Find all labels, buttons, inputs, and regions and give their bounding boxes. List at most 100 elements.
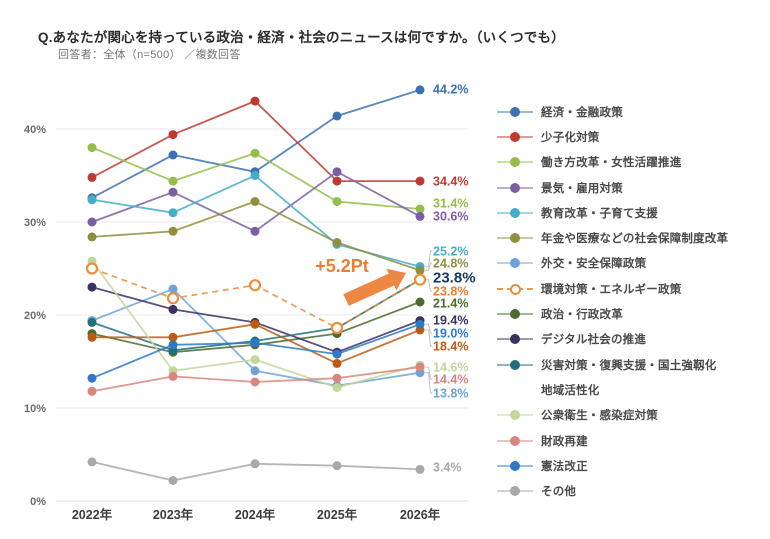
- label-leader-line: [425, 329, 432, 347]
- legend-label: 教育改革・子育て支援: [541, 207, 658, 220]
- data-point: [87, 232, 97, 242]
- data-point-open: [248, 279, 262, 292]
- series-end-value-label: 31.4%: [433, 197, 468, 211]
- data-point: [250, 148, 260, 158]
- data-point: [87, 317, 97, 327]
- data-point-open: [85, 262, 99, 275]
- data-point: [250, 197, 260, 206]
- series-end-value-label: 23.8%: [433, 285, 468, 299]
- series-end-value-label: 21.4%: [433, 297, 468, 311]
- data-point: [168, 332, 178, 342]
- label-leader-line: [425, 279, 432, 292]
- data-point: [168, 187, 178, 197]
- data-point: [332, 176, 342, 186]
- data-point: [250, 226, 260, 236]
- data-point: [168, 304, 178, 314]
- legend-label: 働き方改革・女性活躍推進: [541, 157, 682, 170]
- data-point: [415, 265, 425, 275]
- data-point: [168, 208, 178, 218]
- data-point: [87, 457, 97, 467]
- series-end-value-label: 3.4%: [433, 461, 462, 475]
- data-point: [332, 461, 342, 471]
- legend-item: 地域活性化: [497, 377, 769, 402]
- label-leader-line: [425, 262, 432, 271]
- series-end-value-label: 19.0%: [433, 327, 468, 341]
- legend-label: 憲法改正: [541, 460, 588, 473]
- legend-line-dot-marker-icon: [497, 131, 533, 142]
- series-line: [91, 200, 421, 272]
- chart-legend: 経済・金融政策 少子化対策 働き方改革・女性活躍推進 景気・雇用対策 教育改革・子育て支…: [497, 99, 769, 504]
- data-point: [250, 366, 260, 376]
- data-point: [332, 238, 342, 247]
- data-point: [87, 332, 97, 342]
- legend-item: デジタル社会の推進: [497, 327, 769, 352]
- y-axis-tick-label: 0%: [30, 496, 46, 508]
- legend-item: 環境対策・エネルギー政策: [497, 276, 769, 301]
- data-point: [332, 167, 342, 177]
- data-point-open: [166, 292, 180, 305]
- legend-line-dot-marker-icon: [497, 106, 533, 117]
- annotation-text: +5.2Pt: [315, 256, 369, 276]
- legend-label: 環境対策・エネルギー政策: [541, 283, 682, 296]
- data-point: [332, 358, 342, 368]
- data-point: [415, 85, 425, 95]
- legend-label: 外交・安全保障政策: [541, 258, 647, 271]
- data-point: [87, 195, 97, 205]
- x-axis-tick-label: 2024年: [235, 507, 276, 522]
- legend-item: 景気・雇用対策: [497, 175, 769, 200]
- data-point: [415, 362, 425, 372]
- legend-line-dot-marker-icon: [497, 359, 533, 370]
- data-point: [415, 211, 425, 221]
- legend-item: 災害対策・復興支援・国土強靱化: [497, 352, 769, 377]
- data-point: [168, 176, 178, 186]
- series-end-value-label: 14.6%: [433, 361, 468, 375]
- legend-item: 年金や医療などの社会保障制度改革: [497, 225, 769, 250]
- legend-label: デジタル社会の推進: [541, 334, 647, 347]
- data-point: [87, 386, 97, 396]
- chart-subtitle: 回答者：全体（n=500） ／複数回答: [58, 49, 241, 61]
- data-point: [250, 171, 260, 180]
- legend-label: 地域活性化: [541, 384, 600, 397]
- legend-line-dot-marker-icon: [497, 258, 533, 269]
- label-leader-line: [425, 372, 432, 394]
- y-axis-tick-label: 10%: [24, 403, 46, 415]
- legend-item: 公衆衛生・感染症対策: [497, 403, 769, 428]
- legend-label: 政治・行政改革: [541, 309, 623, 322]
- legend-label: その他: [541, 486, 577, 499]
- legend-line-dot-marker-icon: [497, 233, 533, 244]
- data-point: [168, 371, 178, 381]
- series-end-value-label: 25.2%: [433, 245, 468, 259]
- legend-label: 災害対策・復興支援・国土強靱化: [541, 359, 717, 372]
- data-point: [87, 143, 97, 153]
- series-end-value-label: 14.4%: [433, 373, 468, 387]
- data-point: [250, 338, 260, 348]
- data-point: [415, 176, 425, 186]
- data-point: [168, 340, 178, 350]
- legend-line-dot-marker-icon: [497, 486, 533, 497]
- legend-item: 外交・安全保障政策: [497, 251, 769, 276]
- series-end-value-label: 30.6%: [433, 210, 468, 224]
- data-point: [87, 172, 97, 182]
- data-point: [250, 96, 260, 106]
- y-axis-tick-label: 20%: [24, 310, 46, 322]
- legend-label: 財政再建: [541, 435, 588, 448]
- data-point: [87, 282, 97, 292]
- series-end-value-label: 13.8%: [433, 387, 468, 401]
- data-point: [332, 197, 342, 206]
- legend-line-dot-marker-icon: [497, 157, 533, 168]
- legend-item: 憲法改正: [497, 453, 769, 478]
- series-end-value-label: 18.4%: [433, 340, 468, 354]
- chart-title: Q.あなたが関心を持っている政治・経済・社会のニュースは何ですか。（いくつでも）: [38, 30, 565, 45]
- series-end-value-label: 23.8%: [433, 270, 476, 287]
- annotation-arrow-icon: [343, 268, 406, 306]
- data-point: [332, 349, 342, 359]
- legend-item: 政治・行政改革: [497, 301, 769, 326]
- data-point: [332, 111, 342, 121]
- data-point: [168, 130, 178, 140]
- legend-line-dot-marker-icon: [497, 334, 533, 345]
- series-end-value-label: 34.4%: [433, 175, 468, 189]
- data-point: [87, 217, 97, 227]
- label-leader-line: [425, 250, 432, 268]
